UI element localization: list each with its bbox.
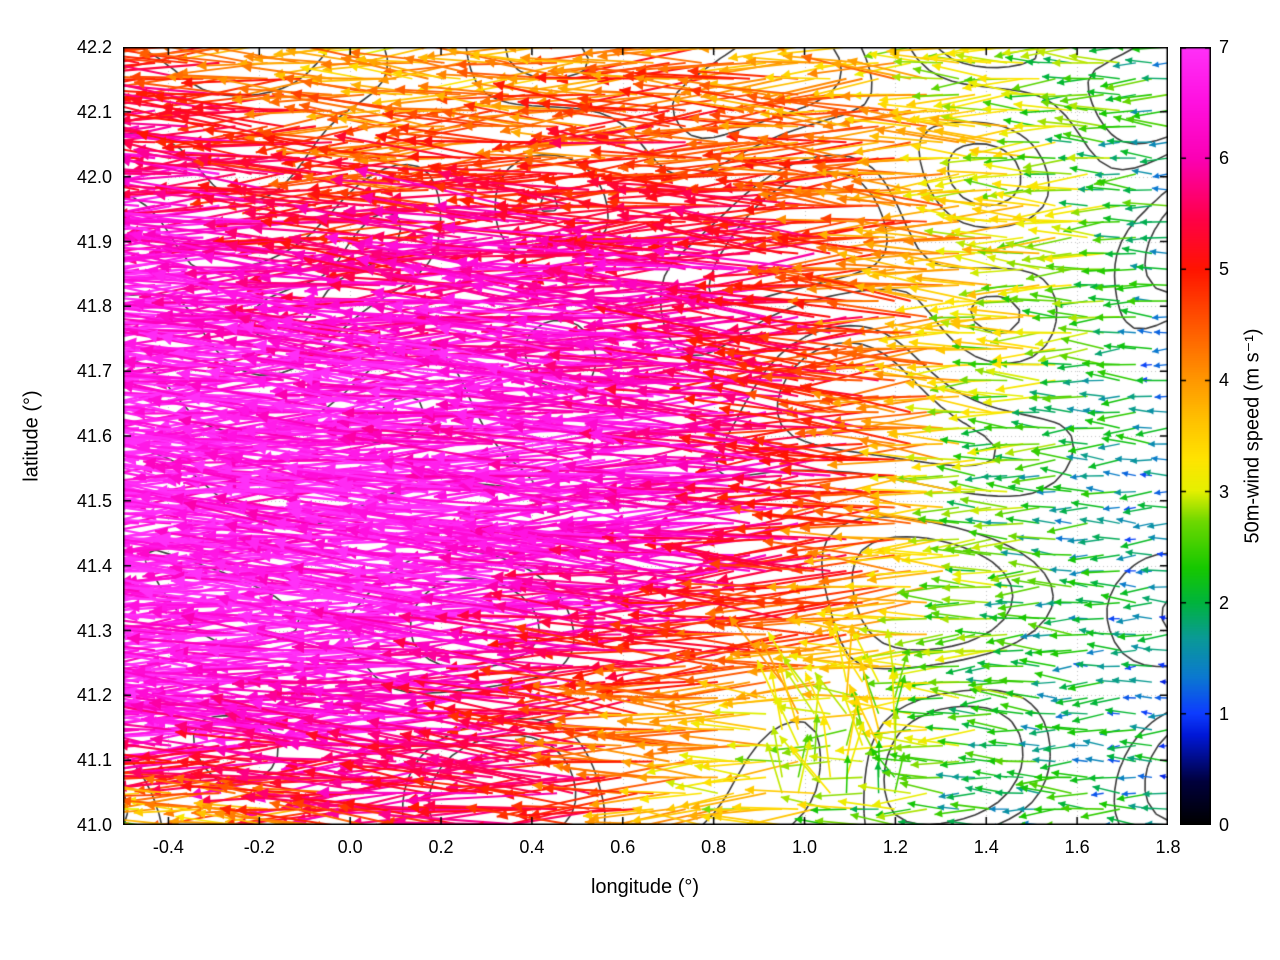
colorbar-tick-label: 0	[1219, 815, 1230, 835]
y-tick-label: 42.2	[76, 37, 112, 57]
x-tick-label: 0.8	[701, 837, 727, 857]
colorbar-tick-label: 2	[1219, 592, 1230, 613]
colorbar-title: 50m-wind speed (m s⁻¹)	[1241, 328, 1264, 544]
y-tick-label: 41.5	[76, 490, 112, 511]
colorbar-tick-label: 5	[1219, 259, 1230, 280]
y-tick-label: 41.0	[76, 815, 112, 835]
y-tick-label: 42.0	[76, 166, 112, 187]
y-tick-label: 41.4	[76, 555, 112, 576]
y-tick-label: 41.7	[76, 361, 112, 382]
y-tick-label: 41.2	[76, 685, 112, 706]
colorbar-tick-label: 4	[1219, 370, 1230, 391]
x-tick-label: 1.4	[973, 837, 999, 857]
x-tick-label: 1.0	[792, 837, 818, 857]
colorbar-gradient	[1180, 47, 1211, 825]
x-tick-label: 0.2	[428, 837, 454, 857]
x-tick-label: 0.6	[610, 837, 636, 857]
wind-vector-field-plot	[123, 47, 1168, 825]
x-tick-label: 1.2	[882, 837, 908, 857]
x-tick-label: -0.4	[152, 837, 184, 857]
y-tick-label: 41.1	[76, 750, 112, 771]
x-tick-label: 1.8	[1155, 837, 1181, 857]
colorbar-tick-label: 7	[1219, 37, 1230, 57]
x-tick-label: -0.2	[243, 837, 275, 857]
colorbar-tick-label: 6	[1219, 148, 1230, 169]
y-tick-label: 41.9	[76, 231, 112, 252]
x-tick-label: 0.0	[337, 837, 363, 857]
x-tick-label: 0.4	[519, 837, 545, 857]
y-tick-label: 41.6	[76, 426, 112, 446]
colorbar-tick-label: 3	[1219, 481, 1230, 502]
x-axis-title: longitude (°)	[590, 876, 700, 898]
y-tick-label: 41.3	[76, 620, 112, 641]
x-tick-label: 1.6	[1064, 837, 1090, 857]
colorbar-tick-label: 1	[1219, 703, 1230, 724]
y-tick-label: 42.1	[76, 101, 112, 122]
y-tick-label: 41.8	[76, 296, 112, 317]
